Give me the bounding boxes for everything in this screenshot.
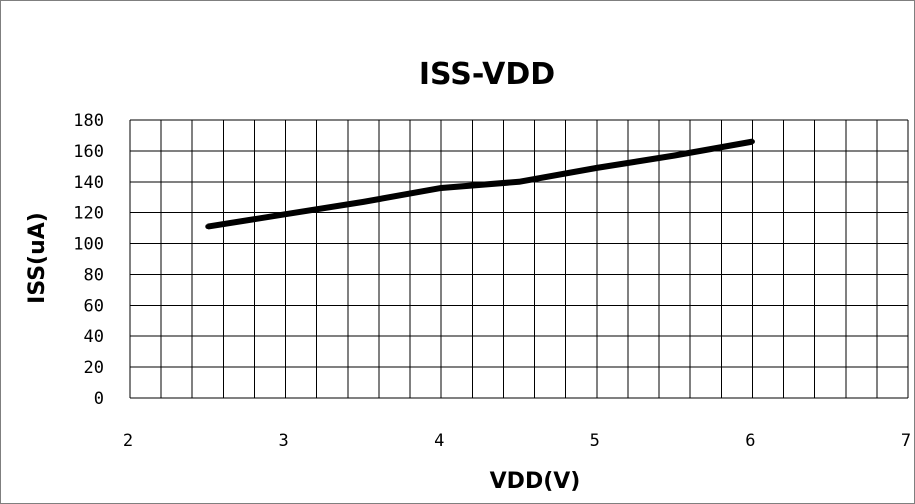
x-axis-ticks: 2 3 4 5 6 7 xyxy=(123,431,911,451)
x-tick-label: 6 xyxy=(745,431,755,451)
y-tick-label: 120 xyxy=(73,204,104,224)
y-tick-label: 40 xyxy=(84,327,104,347)
data-point xyxy=(516,179,522,185)
data-point xyxy=(749,139,755,145)
x-tick-label: 3 xyxy=(278,431,288,451)
y-tick-label: 80 xyxy=(84,265,104,285)
series-group xyxy=(205,138,755,230)
x-axis-title: VDD(V) xyxy=(490,469,581,494)
y-tick-label: 20 xyxy=(84,358,104,378)
y-tick-label: 60 xyxy=(84,296,104,316)
data-point xyxy=(283,211,289,217)
y-tick-label: 0 xyxy=(94,389,104,409)
x-tick-label: 7 xyxy=(901,431,911,451)
x-tick-label: 2 xyxy=(123,431,133,451)
data-point xyxy=(672,153,678,159)
data-point xyxy=(438,185,444,191)
y-tick-label: 140 xyxy=(73,173,104,193)
data-point xyxy=(360,199,366,205)
y-axis-title: ISS(uA) xyxy=(25,212,50,304)
series-line xyxy=(207,138,753,230)
plot-grid xyxy=(129,119,909,399)
x-tick-label: 4 xyxy=(434,431,444,451)
data-point xyxy=(594,165,600,171)
data-point xyxy=(205,224,211,230)
y-axis-ticks: 180 160 140 120 100 80 60 40 20 0 xyxy=(73,111,104,409)
y-tick-label: 100 xyxy=(73,235,104,255)
y-tick-label: 160 xyxy=(73,142,104,162)
chart-title: ISS-VDD xyxy=(419,57,555,92)
x-tick-label: 5 xyxy=(590,431,600,451)
y-tick-label: 180 xyxy=(73,111,104,131)
